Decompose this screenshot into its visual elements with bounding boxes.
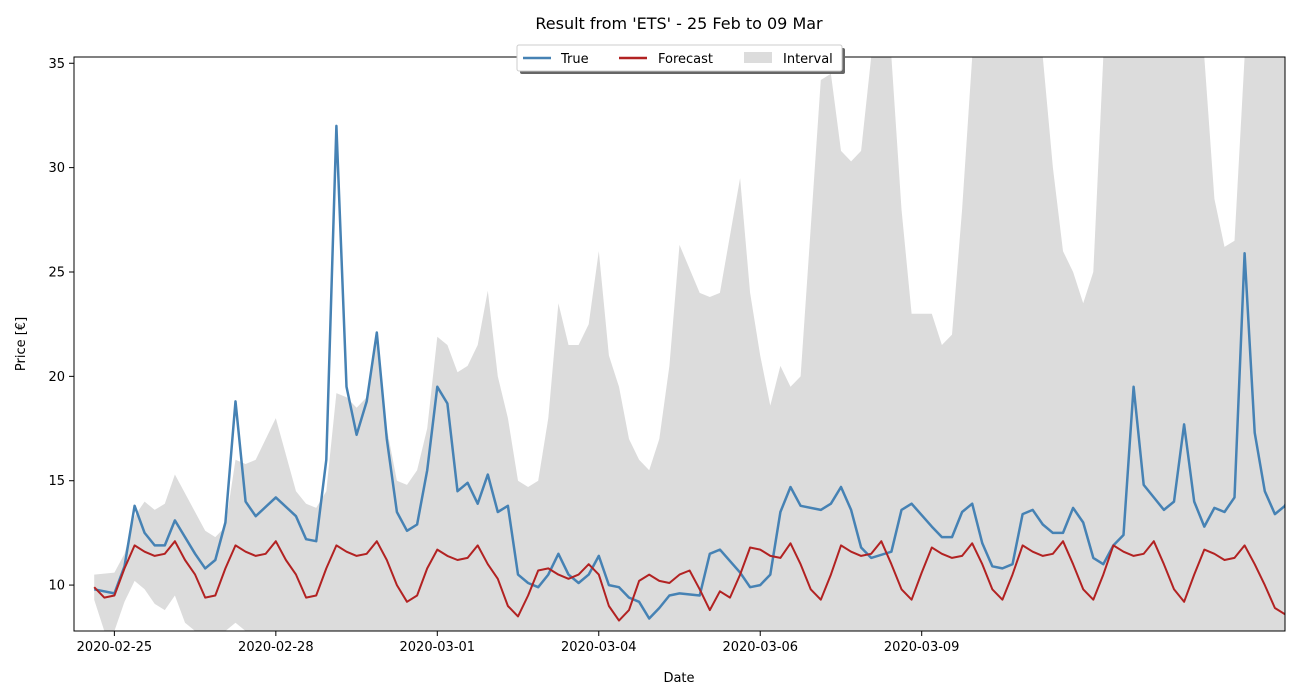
legend-true-label: True — [560, 52, 589, 67]
plot-area — [93, 57, 1285, 631]
x-tick-label: 2020-02-28 — [238, 640, 314, 655]
y-tick-label: 15 — [48, 474, 65, 489]
chart-title: Result from 'ETS' - 25 Feb to 09 Mar — [535, 14, 823, 33]
y-axis-label: Price [€] — [14, 317, 29, 371]
x-axis: 2020-02-25 2020-02-28 2020-03-01 2020-03-04… — [77, 631, 960, 655]
legend-interval-swatch — [744, 52, 772, 63]
series-forecast-line — [93, 540, 1285, 622]
x-tick-label: 2020-03-06 — [722, 640, 798, 655]
interval-band — [94, 57, 1285, 631]
x-axis-label: Date — [663, 671, 694, 686]
x-tick-label: 2020-03-01 — [400, 640, 476, 655]
y-tick-label: 10 — [48, 579, 65, 594]
legend-box — [516, 44, 843, 72]
y-tick-label: 20 — [48, 370, 65, 385]
x-tick-label: 2020-03-04 — [561, 640, 637, 655]
y-tick-label: 25 — [48, 265, 65, 280]
x-tick-label: 2020-03-09 — [884, 640, 960, 655]
y-tick-label: 30 — [48, 161, 65, 176]
x-tick-label: 2020-02-25 — [77, 640, 153, 655]
y-tick-label: 35 — [48, 57, 65, 72]
legend-interval-label: Interval — [783, 52, 833, 67]
y-axis: 10 15 20 25 30 35 — [48, 57, 74, 594]
legend[interactable]: True Forecast Interval — [516, 44, 845, 74]
legend-forecast-label: Forecast — [658, 52, 713, 67]
series-true-line — [93, 124, 1285, 620]
